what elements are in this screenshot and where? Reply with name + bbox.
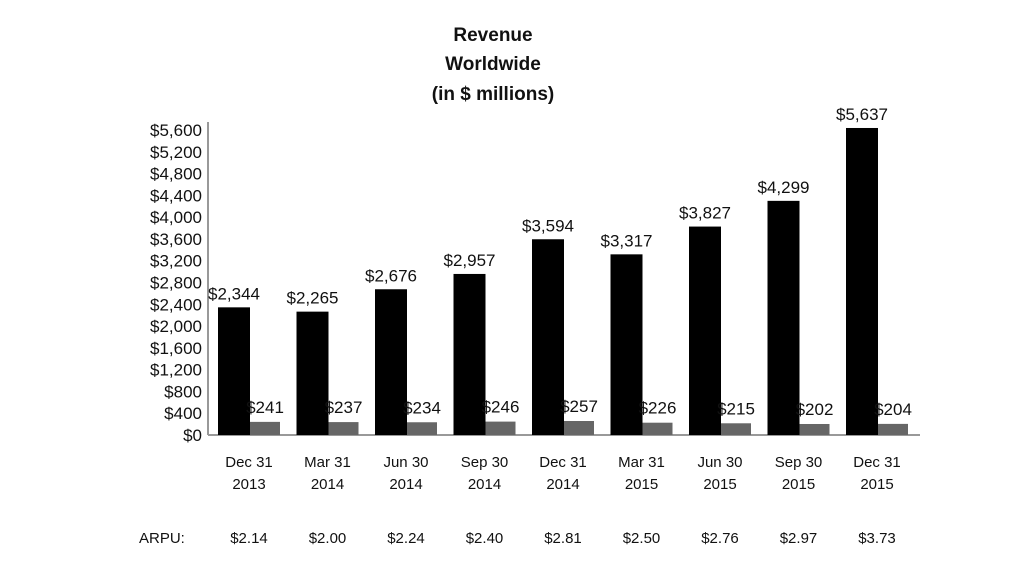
y-tick-label: $4,000 bbox=[150, 208, 202, 227]
y-tick-label: $3,600 bbox=[150, 230, 202, 249]
category-label-line-1: Sep 30 bbox=[775, 454, 823, 471]
revenue-bar bbox=[375, 289, 407, 435]
category-label-line-2: 2015 bbox=[782, 476, 815, 493]
y-tick-label: $2,800 bbox=[150, 274, 202, 293]
category-label-line-2: 2015 bbox=[625, 476, 658, 493]
secondary-value-label: $241 bbox=[246, 398, 284, 417]
arpu-value: $2.24 bbox=[387, 530, 425, 547]
y-tick-label: $1,600 bbox=[150, 339, 202, 358]
arpu-value: $2.81 bbox=[544, 530, 582, 547]
y-tick-label: $3,200 bbox=[150, 252, 202, 271]
secondary-value-label: $234 bbox=[403, 398, 441, 417]
revenue-bar bbox=[453, 273, 486, 435]
category-label-line-2: 2014 bbox=[468, 476, 501, 493]
category-label-line-2: 2014 bbox=[389, 476, 422, 493]
y-tick-label: $5,600 bbox=[150, 121, 202, 140]
y-tick-label: $1,200 bbox=[150, 361, 202, 380]
y-tick-label: $800 bbox=[164, 382, 202, 401]
secondary-bar bbox=[721, 423, 751, 435]
arpu-value: $2.76 bbox=[701, 530, 739, 547]
revenue-bar bbox=[296, 311, 329, 435]
category-label-line-1: Mar 31 bbox=[618, 454, 665, 471]
y-tick-label: $4,400 bbox=[150, 186, 202, 205]
revenue-value-label: $5,637 bbox=[836, 105, 888, 124]
category-labels: Dec 31 2013 Mar 31 2014 Jun 30 2014 Sep 30 2014… bbox=[225, 454, 901, 493]
revenue-bar bbox=[767, 200, 800, 435]
y-tick-label: $2,400 bbox=[150, 295, 202, 314]
revenue-bar bbox=[532, 239, 564, 435]
category-label-line-1: Sep 30 bbox=[461, 454, 509, 471]
secondary-value-label: $237 bbox=[325, 398, 363, 417]
arpu-value: $2.00 bbox=[309, 530, 347, 547]
y-tick-label: $0 bbox=[183, 426, 202, 445]
secondary-bar bbox=[485, 421, 516, 435]
bars bbox=[218, 127, 908, 435]
revenue-value-label: $2,676 bbox=[365, 266, 417, 285]
arpu-row-label: ARPU: bbox=[139, 530, 185, 547]
bar-labels: $2,344 $241 $2,265 $237 $2,676 $234 $2,957 $246… bbox=[208, 105, 912, 419]
chart-title-line-2: Worldwide bbox=[445, 54, 541, 75]
revenue-value-label: $4,299 bbox=[758, 178, 810, 197]
arpu-row: $2.14 $2.00 $2.24 $2.40 $2.81 $2.50 $2.76 $2.97… bbox=[139, 530, 896, 547]
arpu-value: $3.73 bbox=[858, 530, 896, 547]
revenue-bar bbox=[689, 226, 721, 435]
y-tick-label: $5,200 bbox=[150, 143, 202, 162]
chart-title-line-3: (in $ millions) bbox=[432, 84, 554, 105]
revenue-bar bbox=[610, 254, 643, 435]
y-tick-label: $400 bbox=[164, 404, 202, 423]
revenue-value-label: $2,344 bbox=[208, 284, 260, 303]
secondary-bar bbox=[799, 423, 830, 435]
secondary-bar bbox=[642, 422, 673, 435]
revenue-value-label: $2,957 bbox=[444, 251, 496, 270]
secondary-bar bbox=[407, 422, 437, 435]
category-label-line-1: Dec 31 bbox=[539, 454, 587, 471]
category-label-line-2: 2014 bbox=[546, 476, 579, 493]
category-label-line-1: Mar 31 bbox=[304, 454, 351, 471]
secondary-value-label: $246 bbox=[482, 398, 520, 417]
secondary-bar bbox=[328, 422, 359, 435]
arpu-value: $2.50 bbox=[623, 530, 661, 547]
secondary-value-label: $215 bbox=[717, 399, 755, 418]
y-axis: $0 $400 $800 $1,200 $1,600 $2,000 $2,400 $2,800… bbox=[150, 121, 209, 445]
secondary-value-label: $257 bbox=[560, 397, 598, 416]
secondary-value-label: $204 bbox=[874, 400, 912, 419]
secondary-bar bbox=[878, 423, 908, 435]
y-tick-label: $4,800 bbox=[150, 165, 202, 184]
category-label-line-1: Dec 31 bbox=[225, 454, 273, 471]
category-label-line-1: Dec 31 bbox=[853, 454, 901, 471]
revenue-bar bbox=[218, 307, 250, 435]
category-label-line-2: 2014 bbox=[311, 476, 344, 493]
revenue-value-label: $3,827 bbox=[679, 204, 731, 223]
chart-title: Revenue Worldwide (in $ millions) bbox=[432, 25, 554, 105]
secondary-value-label: $226 bbox=[639, 399, 677, 418]
category-label-line-1: Jun 30 bbox=[697, 454, 742, 471]
arpu-value: $2.14 bbox=[230, 530, 268, 547]
arpu-value: $2.97 bbox=[780, 530, 818, 547]
secondary-bar bbox=[564, 421, 594, 435]
revenue-value-label: $3,317 bbox=[601, 231, 653, 250]
chart-title-line-1: Revenue bbox=[453, 25, 532, 46]
revenue-value-label: $3,594 bbox=[522, 216, 574, 235]
revenue-bar bbox=[846, 127, 878, 435]
category-label-line-1: Jun 30 bbox=[383, 454, 428, 471]
arpu-value: $2.40 bbox=[466, 530, 504, 547]
category-label-line-2: 2013 bbox=[232, 476, 265, 493]
secondary-value-label: $202 bbox=[796, 400, 834, 419]
secondary-bar bbox=[250, 421, 280, 435]
category-label-line-2: 2015 bbox=[860, 476, 893, 493]
category-label-line-2: 2015 bbox=[703, 476, 736, 493]
y-tick-label: $2,000 bbox=[150, 317, 202, 336]
revenue-value-label: $2,265 bbox=[287, 289, 339, 308]
